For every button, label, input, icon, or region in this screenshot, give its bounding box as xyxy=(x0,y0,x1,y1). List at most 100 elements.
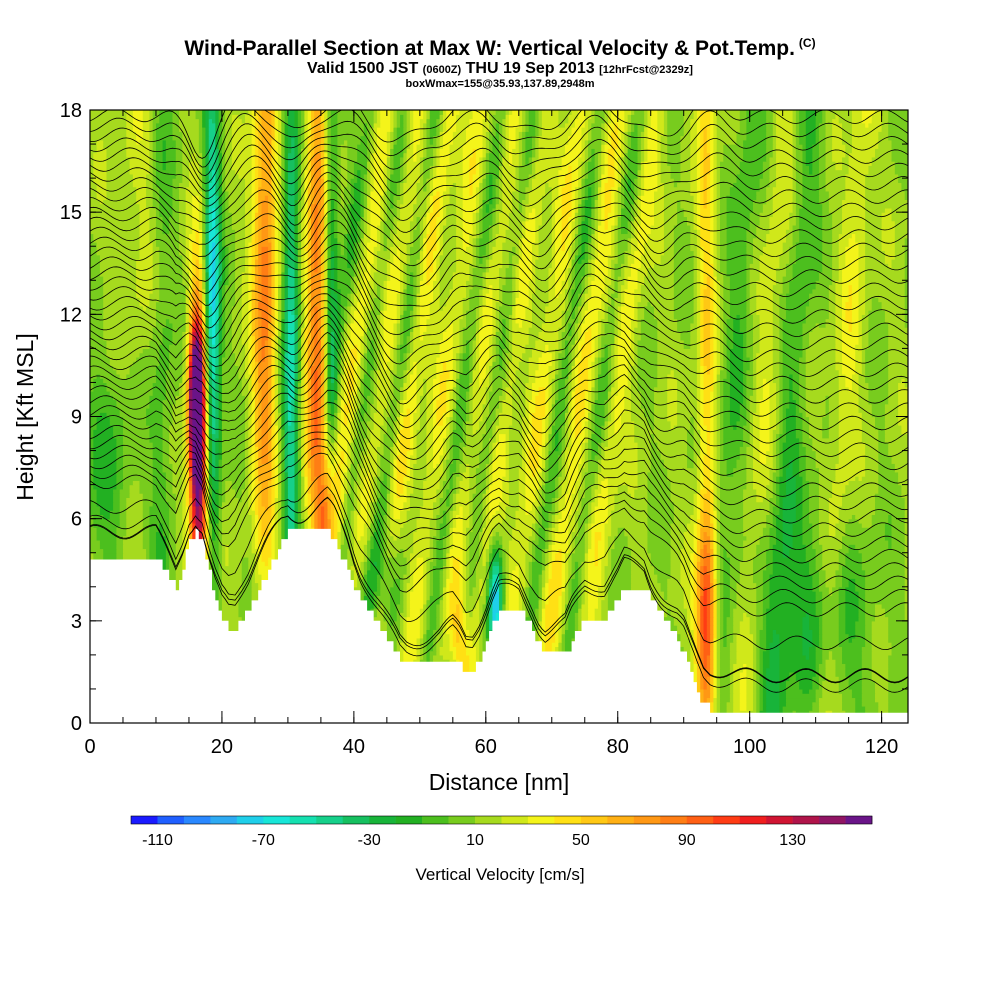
heat-cell xyxy=(719,654,731,660)
heat-cell xyxy=(700,646,705,652)
heat-cell xyxy=(700,552,705,558)
heat-cell xyxy=(719,642,724,647)
heat-cell xyxy=(739,565,754,571)
heat-cell xyxy=(736,633,754,639)
heat-cell xyxy=(736,603,757,609)
heat-cell xyxy=(723,556,731,562)
heat-cell xyxy=(693,659,698,665)
heat-cell xyxy=(525,616,536,622)
heat-cell xyxy=(535,544,546,550)
heat-cell xyxy=(241,578,253,584)
heat-cell xyxy=(759,671,764,677)
heat-cell xyxy=(706,629,711,635)
heat-cell xyxy=(743,544,757,550)
heat-cell xyxy=(716,705,721,711)
heat-cell xyxy=(373,612,378,618)
heat-cell xyxy=(713,697,718,703)
heat-cell xyxy=(739,629,751,635)
heat-cell xyxy=(855,705,866,711)
heat-cell xyxy=(386,552,398,558)
heat-cell xyxy=(479,654,484,660)
heat-cell xyxy=(700,569,705,575)
heat-cell xyxy=(568,586,573,592)
heat-cell xyxy=(568,616,576,622)
heat-cell xyxy=(762,705,767,711)
heat-cell xyxy=(607,591,632,596)
heat-cell xyxy=(169,569,177,575)
heat-cell xyxy=(588,556,596,562)
heat-cell xyxy=(696,620,701,626)
heat-cell xyxy=(848,676,863,682)
heat-cell xyxy=(719,629,724,635)
heat-cell xyxy=(433,654,444,660)
heat-cell xyxy=(769,646,780,652)
heat-cell xyxy=(469,582,477,588)
heat-cell xyxy=(822,680,840,686)
heat-cell xyxy=(538,595,543,601)
heat-cell xyxy=(855,697,863,703)
heat-cell xyxy=(363,574,368,579)
heat-cell xyxy=(396,642,401,647)
heat-cell xyxy=(690,595,695,601)
heat-cell xyxy=(670,574,682,579)
heat-cell xyxy=(825,663,837,669)
heat-cell xyxy=(838,565,843,571)
heat-cell xyxy=(759,697,764,703)
heat-cell xyxy=(710,548,714,554)
heat-cell xyxy=(597,552,606,558)
heat-cell xyxy=(485,633,490,639)
heat-cell xyxy=(581,578,586,584)
heat-cell xyxy=(818,663,827,669)
heat-cell xyxy=(746,667,754,673)
heat-cell xyxy=(479,544,484,550)
heat-cell xyxy=(752,671,757,677)
heat-cell xyxy=(756,608,764,613)
heat-cell xyxy=(353,548,365,554)
heat-cell xyxy=(756,612,764,618)
heat-cell xyxy=(828,654,833,660)
heat-cell xyxy=(403,620,408,626)
heat-cell xyxy=(861,697,876,703)
heat-cell xyxy=(716,629,721,635)
heat-cell xyxy=(700,676,705,682)
heat-cell xyxy=(700,603,705,609)
heat-cell xyxy=(363,569,368,575)
heat-cell xyxy=(716,663,721,669)
heat-cell xyxy=(373,616,385,622)
heat-cell xyxy=(752,697,757,703)
heat-cell xyxy=(736,595,757,601)
heat-cell xyxy=(716,608,721,613)
heat-cell xyxy=(525,608,530,613)
heat-cell xyxy=(700,633,705,639)
heat-cell xyxy=(182,552,187,558)
heat-cell xyxy=(719,680,731,686)
heat-cell xyxy=(459,561,464,567)
heat-cell xyxy=(508,595,520,601)
heat-cell xyxy=(489,552,493,558)
heat-cell xyxy=(499,548,503,554)
heat-cell xyxy=(690,667,695,673)
heat-cell xyxy=(822,684,840,690)
heat-cell xyxy=(848,544,856,550)
heat-cell xyxy=(462,565,467,571)
heat-cell xyxy=(564,591,569,596)
heat-cell xyxy=(904,591,908,596)
heat-cell xyxy=(723,612,731,618)
heat-cell xyxy=(815,688,823,694)
heat-cell xyxy=(822,603,840,609)
heat-cell xyxy=(756,710,761,716)
heat-cell xyxy=(719,663,731,669)
heat-cell xyxy=(762,603,771,609)
heat-cell xyxy=(426,603,431,609)
heat-cell xyxy=(766,548,774,554)
heat-cell xyxy=(835,578,843,584)
heat-cell xyxy=(561,629,566,635)
heat-cell xyxy=(756,633,761,639)
heat-cell xyxy=(752,667,757,673)
heat-cell xyxy=(861,552,906,558)
heat-cell xyxy=(716,586,721,592)
heat-cell xyxy=(716,565,721,571)
heat-cell xyxy=(723,561,731,567)
heat-cell xyxy=(762,671,767,677)
